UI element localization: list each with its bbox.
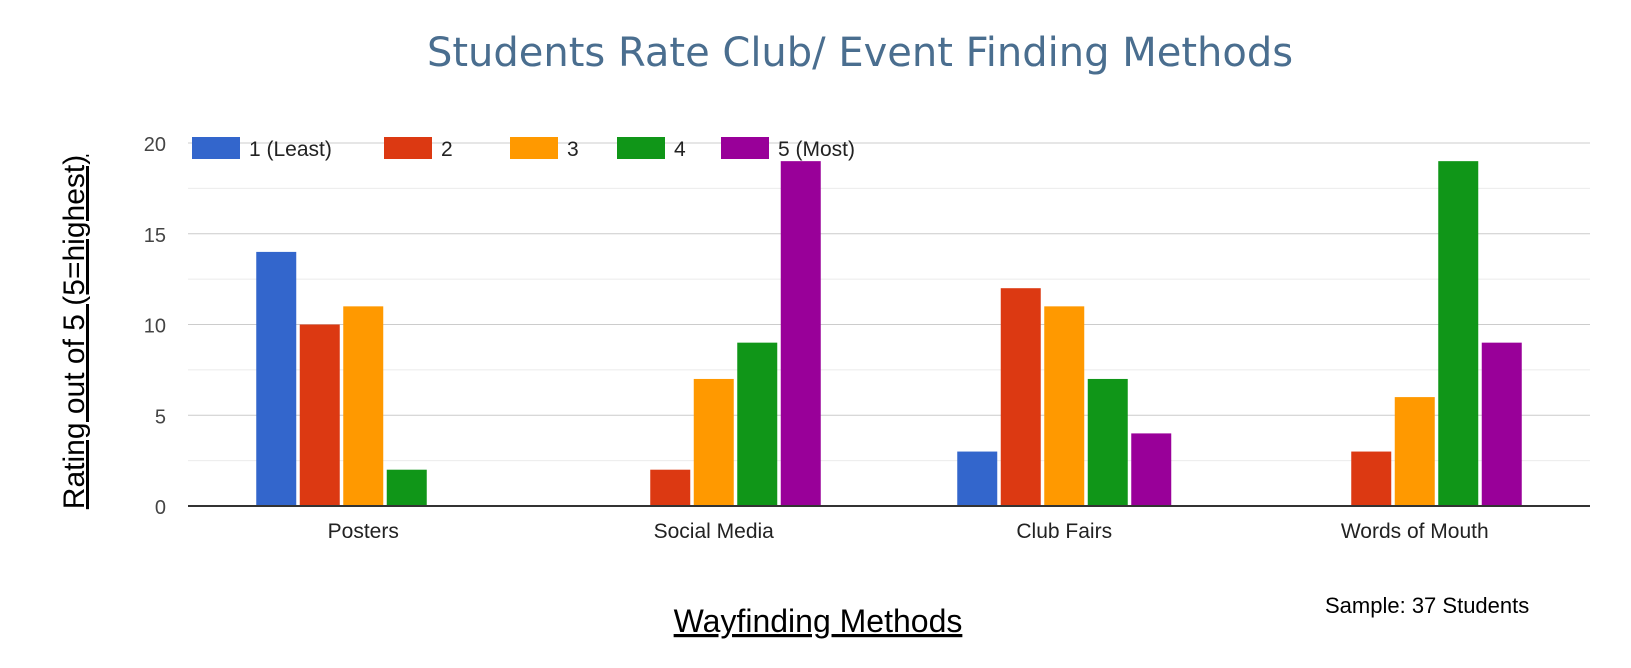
x-tick-label: Words of Mouth <box>1341 520 1489 543</box>
bar <box>1481 342 1522 506</box>
x-tick-labels: Posters Social Media Club Fairs Words of Mo… <box>328 520 1489 543</box>
x-axis-label: Wayfinding Methods <box>674 603 963 639</box>
bar <box>1044 306 1085 506</box>
legend: 1 (Least) 2 3 4 5 (Most) <box>192 137 855 161</box>
bar <box>256 251 297 506</box>
legend-swatch <box>721 137 769 159</box>
bar <box>737 342 778 506</box>
bar <box>780 161 821 506</box>
bar <box>693 378 734 506</box>
bar <box>1131 433 1172 506</box>
y-tick-label: 0 <box>155 497 166 519</box>
legend-swatch <box>192 137 240 159</box>
legend-label: 3 <box>567 138 579 161</box>
chart-title: Students Rate Club/ Event Finding Method… <box>427 30 1293 76</box>
bar <box>299 324 340 506</box>
bar <box>957 451 998 506</box>
y-tick-label: 5 <box>155 406 166 428</box>
legend-swatch <box>510 137 558 159</box>
x-tick-label: Posters <box>328 520 399 543</box>
y-tick-labels: 0 5 10 15 20 <box>144 134 166 519</box>
y-tick-label: 20 <box>144 134 166 156</box>
y-tick-label: 15 <box>144 225 166 247</box>
bar <box>1394 397 1435 506</box>
sample-note: Sample: 37 Students <box>1325 593 1529 618</box>
bar <box>1351 451 1392 506</box>
y-axis-label: Rating out of 5 (5=highest) <box>58 155 91 509</box>
legend-label: 2 <box>441 138 453 161</box>
y-tick-label: 10 <box>144 316 166 338</box>
legend-label: 4 <box>674 138 686 161</box>
legend-label: 5 (Most) <box>778 138 855 161</box>
x-tick-label: Club Fairs <box>1016 520 1112 543</box>
legend-swatch <box>384 137 432 159</box>
bars <box>256 161 1522 506</box>
bar <box>386 469 427 506</box>
bar <box>1000 288 1041 506</box>
bar <box>650 469 691 506</box>
legend-swatch <box>617 137 665 159</box>
bar <box>343 306 384 506</box>
bar <box>1438 161 1479 506</box>
legend-label: 1 (Least) <box>249 138 332 161</box>
bar <box>1087 378 1128 506</box>
gridlines <box>188 142 1590 462</box>
x-tick-label: Social Media <box>654 520 775 543</box>
